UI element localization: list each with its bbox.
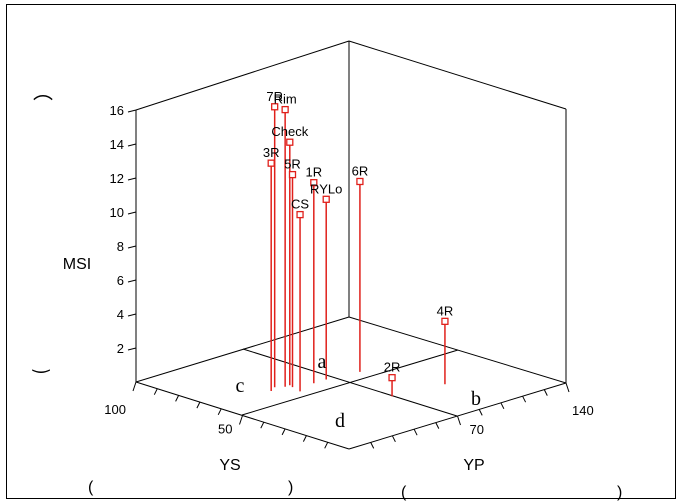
z-tick-12 bbox=[127, 177, 137, 181]
z-tick-label-2: 2 bbox=[117, 341, 124, 356]
paren-right-open: ( bbox=[401, 484, 407, 501]
quadrant-label-a: a bbox=[318, 351, 327, 373]
yp-tick-98 bbox=[500, 402, 505, 410]
point-label-RYLo: RYLo bbox=[310, 181, 342, 196]
quadrant-label-d: d bbox=[335, 410, 345, 432]
point-label-2R: 2R bbox=[384, 360, 401, 375]
z-tick-label-4: 4 bbox=[117, 307, 124, 322]
yp-tick-112 bbox=[522, 395, 527, 403]
yp-tick-label-70: 70 bbox=[470, 422, 484, 437]
point-5R bbox=[288, 170, 297, 179]
quadrant-label-b: b bbox=[471, 388, 481, 410]
z-tick-2 bbox=[127, 347, 137, 351]
ys-tick-40 bbox=[260, 421, 265, 429]
z-axis-title: MSI bbox=[63, 256, 91, 273]
point-label-Rim: Rim bbox=[274, 92, 297, 107]
ys-tick-70 bbox=[196, 401, 201, 409]
yp-tick-140 bbox=[565, 382, 570, 393]
ys-tick-label-50: 50 bbox=[218, 422, 232, 437]
plot-box bbox=[135, 40, 567, 450]
z-tick-4 bbox=[127, 313, 137, 317]
point-label-6R: 6R bbox=[352, 163, 369, 178]
z-tick-label-6: 6 bbox=[117, 273, 124, 288]
point-6R bbox=[356, 177, 364, 186]
point-1R bbox=[310, 179, 318, 187]
point-markers bbox=[267, 103, 449, 382]
yp-tick-28 bbox=[391, 435, 396, 443]
point-label-Check: Check bbox=[271, 124, 308, 139]
z-tick-label-10: 10 bbox=[110, 205, 124, 220]
ys-tick-60 bbox=[217, 408, 222, 416]
paren-right-close: ) bbox=[617, 484, 622, 501]
yp-tick-56 bbox=[435, 422, 440, 429]
paren-left-open: ( bbox=[88, 479, 94, 496]
point-RYLo bbox=[322, 195, 330, 203]
point-Rim bbox=[281, 105, 289, 114]
point-label-1R: 1R bbox=[305, 165, 322, 180]
ys-tick-10 bbox=[324, 442, 329, 449]
yp-tick-84 bbox=[478, 409, 483, 416]
z-tick-16 bbox=[127, 109, 137, 113]
z-tick-10 bbox=[127, 211, 137, 215]
z-tick-6 bbox=[127, 279, 137, 283]
z-tick-14 bbox=[127, 143, 137, 147]
point-2R bbox=[388, 374, 396, 382]
left-mark-bottom: ‿ bbox=[32, 351, 50, 373]
point-label-5R: 5R bbox=[284, 157, 301, 172]
chart-border bbox=[6, 4, 676, 499]
ys-tick-80 bbox=[175, 395, 180, 402]
ys-tick-20 bbox=[302, 435, 307, 442]
z-tick-label-8: 8 bbox=[117, 239, 124, 254]
z-tick-label-14: 14 bbox=[110, 137, 124, 152]
quadrant-label-c: c bbox=[236, 375, 245, 397]
point-Check bbox=[286, 138, 294, 146]
point-label-7R: 7R bbox=[266, 89, 283, 104]
yp-tick-126 bbox=[543, 389, 548, 396]
point-7R bbox=[271, 103, 279, 111]
paren-left-close: ) bbox=[288, 479, 293, 496]
ys-tick-90 bbox=[153, 388, 158, 395]
point-4R bbox=[441, 317, 449, 325]
point-CS bbox=[296, 210, 304, 219]
z-tick-label-16: 16 bbox=[110, 103, 124, 118]
yp-tick-14 bbox=[370, 442, 375, 449]
ys-tick-label-100: 100 bbox=[104, 402, 126, 417]
yp-tick-70 bbox=[457, 415, 461, 426]
drop-lines bbox=[270, 106, 446, 397]
tick-labels: 2 4 6 8 10 12 14 16 50 100 70 140 bbox=[104, 103, 593, 437]
left-mark-top: ⌒ bbox=[33, 94, 53, 117]
yp-tick-42 bbox=[413, 428, 418, 436]
ys-tick-50 bbox=[239, 415, 243, 425]
point-label-4R: 4R bbox=[437, 303, 454, 318]
ys-tick-100 bbox=[132, 381, 137, 392]
yp-tick-label-140: 140 bbox=[572, 403, 594, 418]
point-label-CS: CS bbox=[291, 197, 309, 212]
y-axis-title: YS bbox=[219, 457, 240, 474]
ys-tick-30 bbox=[281, 428, 286, 436]
x-axis-title: YP bbox=[463, 457, 484, 474]
axis-ticks bbox=[127, 109, 570, 449]
point-label-3R: 3R bbox=[263, 145, 280, 160]
z-tick-label-12: 12 bbox=[110, 171, 124, 186]
point-3R bbox=[267, 159, 275, 167]
z-tick-8 bbox=[127, 245, 137, 249]
